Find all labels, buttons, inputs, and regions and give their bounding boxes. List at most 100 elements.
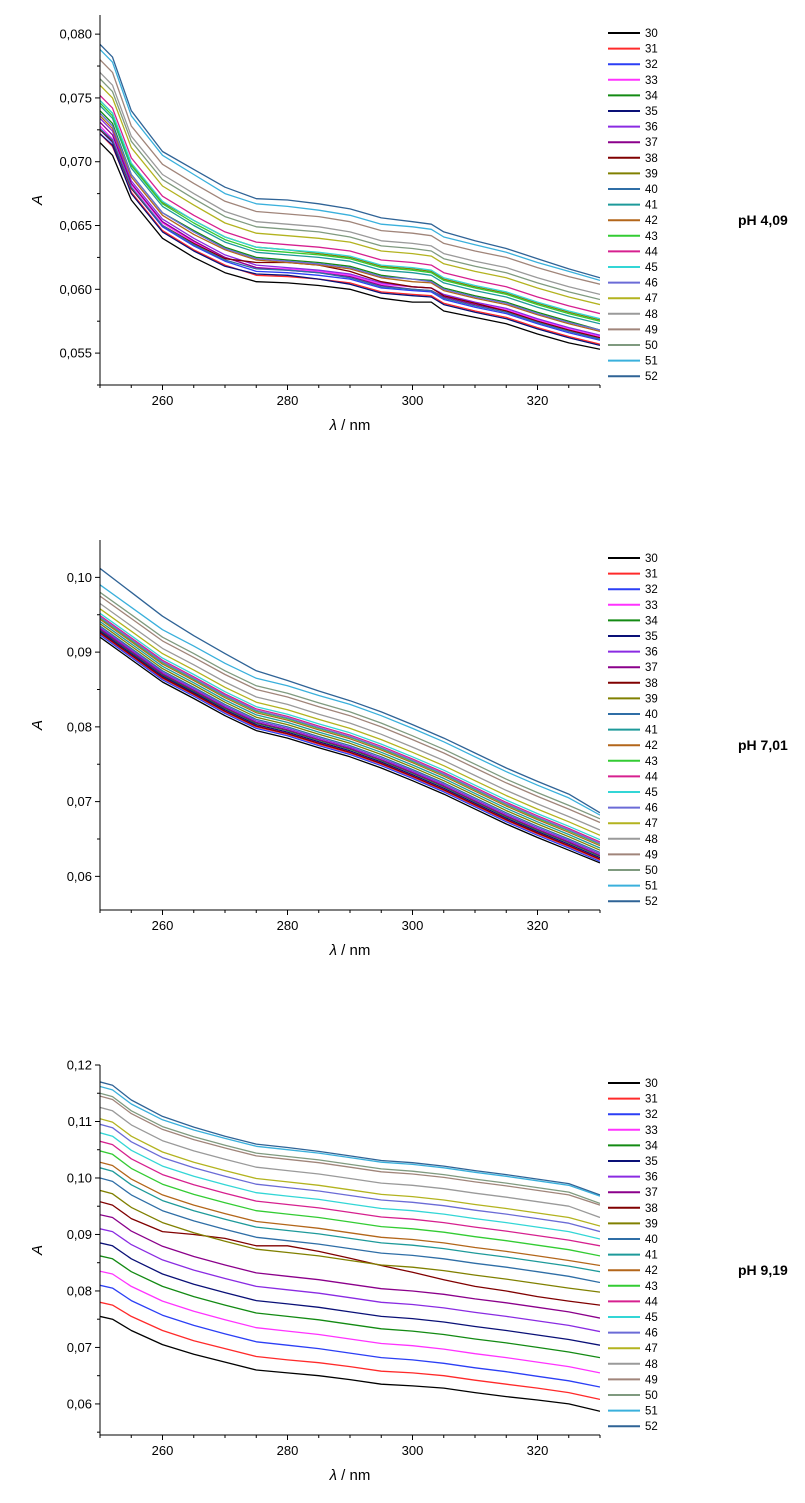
series-line-41	[100, 1167, 600, 1273]
x-axis-symbol: λ	[329, 942, 337, 959]
legend: 30 31 32 33 34 35 36 37 38 39 40 41 42 43 44 45 46 47 48 49…	[608, 553, 658, 908]
legend-label-50: 50	[645, 865, 658, 877]
legend-label-36: 36	[645, 122, 658, 134]
series-line-37	[100, 1214, 600, 1319]
series-line-30	[100, 142, 600, 350]
series-line-52	[100, 567, 600, 814]
series-line-50	[100, 1092, 600, 1205]
series-line-50	[100, 78, 600, 301]
legend-label-40: 40	[645, 184, 658, 196]
legend-label-44: 44	[645, 1296, 658, 1308]
legend-label-46: 46	[645, 278, 658, 290]
legend-label-31: 31	[645, 44, 658, 56]
legend-label-48: 48	[645, 834, 658, 846]
series-line-37	[100, 628, 600, 856]
x-axis-title: λ / nm	[329, 1467, 371, 1484]
series-line-52	[100, 1081, 600, 1196]
series-line-45	[100, 612, 600, 841]
legend-label-41: 41	[645, 725, 658, 737]
ph-label: pH 4,09	[738, 212, 788, 228]
legend-label-43: 43	[645, 756, 658, 768]
series-line-50	[100, 591, 600, 820]
spectrum-chart-ph-7-01: 260 280 300 320 0,06 0,07 0,08 0,09 0,10 Aλ / nm 3…	[29, 540, 788, 959]
series-line-43	[100, 1150, 600, 1257]
legend-label-47: 47	[645, 818, 658, 830]
legend-label-51: 51	[645, 881, 658, 893]
series-line-47	[100, 1118, 600, 1227]
legend-label-45: 45	[645, 1312, 658, 1324]
legend-label-37: 37	[645, 137, 658, 149]
y-tick-label: 0,06	[67, 1396, 92, 1411]
x-tick-label: 280	[277, 393, 299, 408]
legend-label-41: 41	[645, 200, 658, 212]
x-tick-label: 280	[277, 918, 299, 933]
legend-label-52: 52	[645, 1421, 658, 1433]
series-line-49	[100, 59, 600, 285]
y-tick-label: 0,055	[59, 346, 92, 361]
x-tick-label: 260	[152, 918, 174, 933]
x-tick-label: 260	[152, 1443, 174, 1458]
legend-label-35: 35	[645, 106, 658, 118]
series-line-42	[100, 115, 600, 333]
series-line-42	[100, 1161, 600, 1267]
series-line-40	[100, 625, 600, 853]
legend-label-35: 35	[645, 631, 658, 643]
series-line-39	[100, 623, 600, 851]
y-axis-title: A	[29, 720, 46, 731]
series-line-34	[100, 1255, 600, 1359]
series-line-31	[100, 133, 600, 345]
legend-label-39: 39	[645, 693, 658, 705]
legend-label-33: 33	[645, 1125, 658, 1137]
y-tick-label: 0,07	[67, 1340, 92, 1355]
x-tick-label: 320	[527, 918, 549, 933]
y-tick-label: 0,11	[68, 1114, 92, 1129]
series-line-51	[100, 584, 600, 816]
legend-label-45: 45	[645, 787, 658, 799]
series-line-48	[100, 602, 600, 831]
y-tick-label: 0,10	[67, 570, 92, 585]
y-tick-label: 0,065	[59, 218, 92, 233]
legend-label-46: 46	[645, 803, 658, 815]
x-axis-unit: / nm	[337, 417, 370, 434]
legend-label-51: 51	[645, 1406, 658, 1418]
legend-label-38: 38	[645, 153, 658, 165]
series-line-32	[100, 634, 600, 862]
plot-area	[100, 567, 600, 864]
series-line-46	[100, 1123, 600, 1233]
legend-label-44: 44	[645, 771, 658, 783]
series-line-40	[100, 128, 600, 340]
series-line-40	[100, 1177, 600, 1284]
plot-area	[100, 1081, 600, 1412]
series-line-34	[100, 629, 600, 857]
x-tick-label: 300	[402, 1443, 424, 1458]
legend-label-51: 51	[645, 356, 658, 368]
legend: 30 31 32 33 34 35 36 37 38 39 40 41 42 43 44 45 46 47 48 49…	[608, 1078, 658, 1433]
series-line-35	[100, 133, 600, 347]
legend-label-42: 42	[645, 1265, 658, 1277]
series-line-41	[100, 105, 600, 325]
series-line-36	[100, 1228, 600, 1333]
series-line-30	[100, 1315, 600, 1412]
legend-label-44: 44	[645, 246, 658, 258]
legend-label-42: 42	[645, 215, 658, 227]
legend-label-52: 52	[645, 896, 658, 908]
plot-area	[100, 43, 600, 350]
y-tick-label: 0,060	[59, 282, 92, 297]
x-tick-label: 320	[527, 393, 549, 408]
x-axis-symbol: λ	[329, 1467, 337, 1484]
series-line-33	[100, 1270, 600, 1374]
legend-label-47: 47	[645, 1343, 658, 1355]
x-axis-title: λ / nm	[329, 942, 371, 959]
x-axis-symbol: λ	[329, 417, 337, 434]
y-tick-label: 0,075	[59, 90, 92, 105]
series-line-36	[100, 117, 600, 336]
series-line-41	[100, 620, 600, 849]
series-line-44	[100, 94, 600, 315]
series-line-39	[100, 1189, 600, 1293]
series-line-38	[100, 1201, 600, 1306]
x-axis-unit: / nm	[337, 1467, 370, 1484]
series-line-31	[100, 1301, 600, 1401]
ph-label: pH 9,19	[738, 1262, 788, 1278]
legend-label-39: 39	[645, 168, 658, 180]
legend-label-37: 37	[645, 662, 658, 674]
